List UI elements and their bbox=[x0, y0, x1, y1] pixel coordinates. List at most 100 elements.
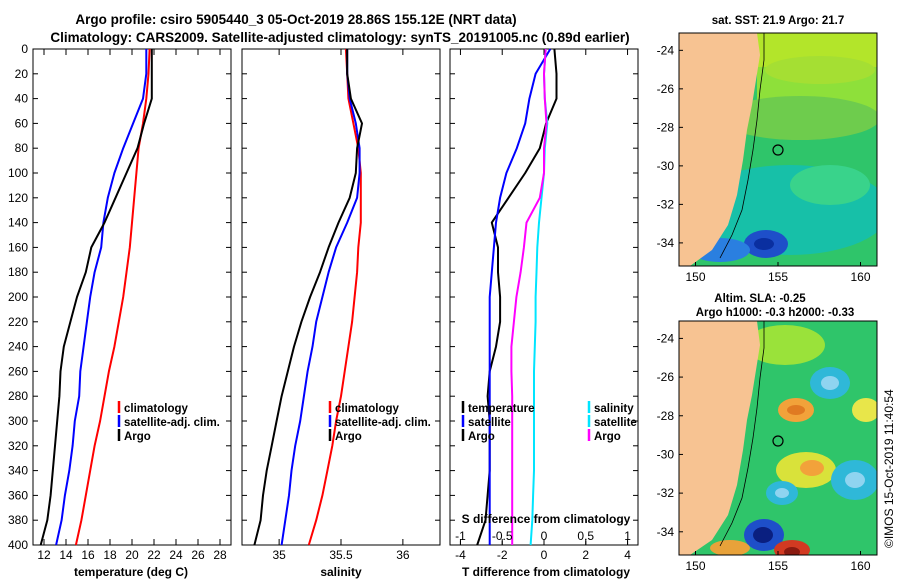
difference-legend-right: salinity satellite Argo bbox=[587, 401, 637, 443]
sst-cold-core bbox=[754, 238, 774, 250]
x-tick-label: 12 bbox=[37, 548, 51, 562]
s-tick-label: 1 bbox=[624, 529, 631, 543]
depth-tick-label: 20 bbox=[15, 67, 29, 81]
map-axes: 150 155 160 -24 -26 -28 -30 -32 -34 150 155 160 -24 -… bbox=[657, 43, 871, 573]
series-line-argo bbox=[39, 49, 153, 546]
depth-tick-label: 340 bbox=[8, 464, 28, 478]
legend-label-temperature: temperature bbox=[468, 403, 534, 415]
title-line-1: Argo profile: csiro 5905440_3 05-Oct-201… bbox=[75, 12, 516, 27]
map-y-tick-label: -30 bbox=[657, 159, 675, 173]
difference-plot: -4 -2 0 2 4 -1 -0.5 0 0.5 1 bbox=[450, 48, 638, 562]
depth-axis: 0 20 40 60 80 100 120 140 160 180 200 220 240 260 280 3… bbox=[8, 42, 28, 552]
depth-tick-label: 160 bbox=[8, 240, 28, 254]
series-line-argo bbox=[253, 49, 363, 546]
legend-label-argo: Argo bbox=[594, 431, 621, 443]
legend-label-climatology: climatology bbox=[124, 403, 189, 415]
depth-tick-label: 100 bbox=[8, 166, 28, 180]
depth-tick-label: 80 bbox=[15, 141, 29, 155]
temperature-x-label: temperature (deg C) bbox=[74, 565, 188, 579]
depth-tick-label: 360 bbox=[8, 488, 28, 502]
map-y-tick-label: -28 bbox=[657, 409, 675, 423]
s-tick-label: -0.5 bbox=[492, 529, 513, 543]
legend-label-argo: Argo bbox=[468, 431, 495, 443]
temperature-legend: climatology satellite-adj. clim. Argo bbox=[117, 401, 220, 443]
sst-band bbox=[720, 96, 877, 140]
x-tick-label: 18 bbox=[103, 548, 117, 562]
sst-warm-patch bbox=[765, 56, 875, 84]
map-y-tick-label: -32 bbox=[657, 486, 675, 500]
s-tick-label: 0.5 bbox=[577, 529, 594, 543]
legend-label-satellite: satellite bbox=[468, 417, 511, 429]
salinity-plot-frame bbox=[241, 48, 441, 546]
sst-cool-patch bbox=[790, 165, 870, 205]
map-y-tick-label: -30 bbox=[657, 447, 675, 461]
x-tick-label: 22 bbox=[147, 548, 161, 562]
map-y-tick-label: -26 bbox=[657, 370, 675, 384]
x-tick-label: 26 bbox=[191, 548, 205, 562]
depth-tick-label: 300 bbox=[8, 414, 28, 428]
map-x-tick-label: 155 bbox=[768, 270, 788, 284]
map-y-tick-label: -26 bbox=[657, 82, 675, 96]
legend-label-satellite: satellite-adj. clim. bbox=[124, 417, 220, 429]
depth-tick-label: 200 bbox=[8, 290, 28, 304]
map-y-tick-label: -32 bbox=[657, 197, 675, 211]
t-difference-x-label: T difference from climatology bbox=[462, 565, 630, 579]
difference-legend-left: temperature satellite Argo bbox=[461, 401, 534, 443]
series-line-salinity bbox=[529, 48, 549, 546]
depth-tick-label: 380 bbox=[8, 513, 28, 527]
sla-high-1-core bbox=[787, 405, 805, 415]
legend-label-satellite: satellite-adj. clim. bbox=[335, 417, 431, 429]
x-tick-label: 4 bbox=[624, 548, 631, 562]
series-line-satellite bbox=[510, 48, 548, 545]
s-difference-x-label: S difference from climatology bbox=[462, 512, 631, 526]
x-tick-label: 35.5 bbox=[329, 548, 353, 562]
depth-tick-label: 0 bbox=[21, 42, 28, 56]
temperature-plot: 12 14 16 18 20 22 24 26 28 bbox=[33, 48, 231, 562]
map-x-tick-label: 150 bbox=[685, 270, 705, 284]
map-x-tick-label: 160 bbox=[850, 559, 870, 573]
sla-high-north bbox=[745, 325, 825, 365]
sla-high-south-core bbox=[784, 547, 800, 555]
sla-map-subtitle: Argo h1000: -0.3 h2000: -0.33 bbox=[696, 307, 855, 319]
x-tick-label: 2 bbox=[582, 548, 589, 562]
x-tick-label: 14 bbox=[59, 548, 73, 562]
depth-tick-label: 260 bbox=[8, 364, 28, 378]
sst-map bbox=[679, 33, 877, 266]
series-line-satellite bbox=[488, 48, 552, 545]
salinity-plot: 35 35.5 36 bbox=[242, 48, 440, 562]
x-tick-label: 35 bbox=[272, 548, 286, 562]
sla-low-3-core bbox=[845, 472, 865, 488]
sst-1000m-contour bbox=[719, 33, 765, 259]
depth-tick-label: 220 bbox=[8, 315, 28, 329]
map-x-tick-label: 150 bbox=[685, 559, 705, 573]
legend-label-salinity: salinity bbox=[594, 403, 634, 415]
x-tick-label: 16 bbox=[81, 548, 95, 562]
salinity-legend: climatology satellite-adj. clim. Argo bbox=[328, 401, 431, 443]
x-tick-label: 28 bbox=[213, 548, 227, 562]
temperature-plot-frame bbox=[32, 48, 232, 546]
sst-map-title: sat. SST: 21.9 Argo: 21.7 bbox=[712, 15, 845, 27]
imos-timestamp: ©IMOS 15-Oct-2019 11:40:54 bbox=[882, 389, 896, 548]
depth-tick-label: 240 bbox=[8, 340, 28, 354]
depth-tick-label: 320 bbox=[8, 439, 28, 453]
series-line-climatology bbox=[74, 48, 151, 546]
series-line-satellite-adj-clim- bbox=[280, 49, 361, 546]
legend-label-argo: Argo bbox=[124, 431, 151, 443]
sla-high-2-core bbox=[800, 460, 824, 476]
s-tick-label: -1 bbox=[455, 529, 466, 543]
depth-tick-label: 60 bbox=[15, 116, 29, 130]
x-tick-label: -2 bbox=[497, 548, 508, 562]
map-y-tick-label: -24 bbox=[657, 331, 675, 345]
legend-label-argo: Argo bbox=[335, 431, 362, 443]
series-line-satellite-adj-clim- bbox=[55, 49, 148, 546]
sla-argo-position-marker bbox=[772, 435, 784, 447]
legend-label-satellite: satellite bbox=[594, 417, 637, 429]
sla-1000m-contour bbox=[719, 321, 765, 547]
title-line-2: Climatology: CARS2009. Satellite-adjuste… bbox=[50, 30, 629, 45]
map-x-tick-label: 155 bbox=[768, 559, 788, 573]
sla-low-1-core bbox=[821, 376, 839, 390]
sst-land-australia bbox=[679, 33, 760, 266]
x-tick-label: 36 bbox=[396, 548, 410, 562]
sla-map bbox=[679, 321, 877, 555]
series-line-climatology bbox=[307, 48, 362, 546]
